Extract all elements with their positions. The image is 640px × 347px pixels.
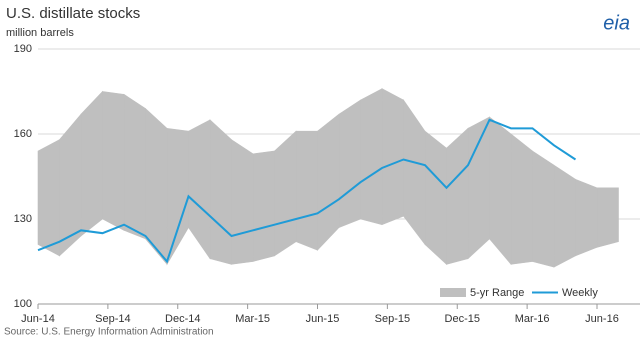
x-tick-label: Jun-14 <box>21 313 55 325</box>
range-band <box>80 90 103 237</box>
x-tick-label: Jun-16 <box>585 313 619 325</box>
range-band <box>489 116 512 266</box>
line <box>37 118 577 264</box>
x-tick-label: Dec-14 <box>165 313 200 325</box>
range-band <box>360 88 383 226</box>
x-tick-label: Dec-15 <box>445 313 480 325</box>
logo: eia <box>603 12 630 34</box>
range-band <box>317 113 340 251</box>
legend-label: 5-yr Range <box>470 287 524 299</box>
range-band <box>510 133 533 265</box>
range-band <box>166 127 189 266</box>
range-band <box>596 187 619 248</box>
y-tick-label: 190 <box>14 43 32 55</box>
range-band <box>403 99 426 246</box>
range-band <box>467 116 490 260</box>
x-tick-label: Mar-15 <box>235 313 270 325</box>
range-band <box>59 113 82 257</box>
range-band <box>123 93 146 240</box>
range-band <box>424 130 447 266</box>
source: Source: U.S. Energy Information Administ… <box>4 327 214 338</box>
range-band <box>274 130 297 257</box>
range-band <box>209 119 232 265</box>
range-band <box>188 119 211 260</box>
range-band <box>252 150 275 262</box>
x-tick-label: Mar-16 <box>515 313 550 325</box>
x-tick-label: Jun-15 <box>306 313 340 325</box>
range-band <box>338 99 361 228</box>
y-tick-label: 130 <box>14 213 32 225</box>
y-tick-label: 160 <box>14 128 32 140</box>
range-band <box>231 139 254 265</box>
range-band <box>102 91 125 231</box>
x-tick-label: Sep-15 <box>375 313 410 325</box>
x-tick-label: Sep-14 <box>95 313 130 325</box>
range-band <box>37 139 60 257</box>
range-band <box>553 164 576 268</box>
legend-key <box>440 288 466 297</box>
range-band <box>295 130 318 251</box>
legend-label: Weekly <box>562 287 598 299</box>
chart-subtitle: million barrels <box>6 27 74 39</box>
range-band <box>446 127 469 265</box>
y-tick-label: 100 <box>14 298 32 310</box>
range-band <box>575 178 598 257</box>
chart-title: U.S. distillate stocks <box>6 5 140 22</box>
range-band <box>532 150 555 268</box>
range-band <box>381 88 404 226</box>
